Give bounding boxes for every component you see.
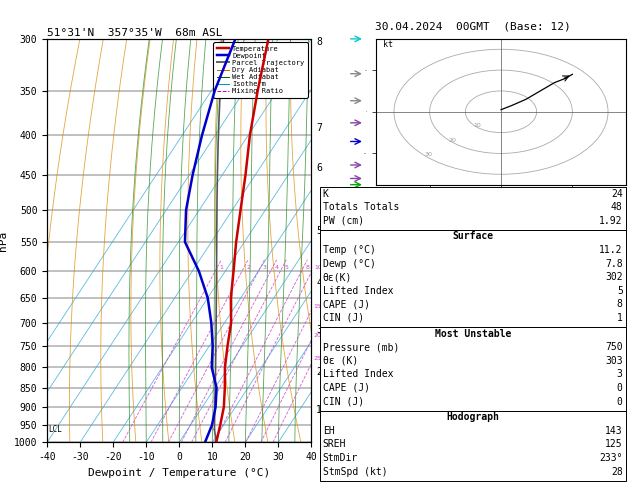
Text: Pressure (mb): Pressure (mb) bbox=[323, 342, 399, 352]
Text: 1: 1 bbox=[617, 313, 623, 323]
Text: 1.92: 1.92 bbox=[599, 216, 623, 226]
Text: 30: 30 bbox=[425, 152, 432, 157]
Text: StmSpd (kt): StmSpd (kt) bbox=[323, 467, 387, 477]
Text: 15: 15 bbox=[313, 304, 321, 309]
Text: 7.8: 7.8 bbox=[605, 259, 623, 269]
Text: LCL: LCL bbox=[48, 425, 62, 434]
Text: θε (K): θε (K) bbox=[323, 356, 358, 366]
Text: 750: 750 bbox=[605, 342, 623, 352]
Text: Surface: Surface bbox=[452, 231, 493, 242]
Text: 24: 24 bbox=[611, 189, 623, 199]
Text: 10: 10 bbox=[473, 123, 481, 128]
Text: 3: 3 bbox=[617, 369, 623, 380]
Text: kt: kt bbox=[383, 40, 393, 49]
Text: 48: 48 bbox=[611, 202, 623, 212]
Text: 2: 2 bbox=[246, 265, 250, 270]
Text: Totals Totals: Totals Totals bbox=[323, 202, 399, 212]
Text: 4: 4 bbox=[275, 265, 279, 270]
Text: 0: 0 bbox=[617, 397, 623, 407]
Text: θε(K): θε(K) bbox=[323, 272, 352, 282]
Text: © weatheronline.co.uk: © weatheronline.co.uk bbox=[420, 469, 525, 479]
Text: CAPE (J): CAPE (J) bbox=[323, 299, 370, 310]
Text: 125: 125 bbox=[605, 439, 623, 450]
Text: 11.2: 11.2 bbox=[599, 245, 623, 255]
Text: 303: 303 bbox=[605, 356, 623, 366]
Text: 0: 0 bbox=[617, 383, 623, 393]
Text: Dewp (°C): Dewp (°C) bbox=[323, 259, 376, 269]
Text: CIN (J): CIN (J) bbox=[323, 313, 364, 323]
Text: CAPE (J): CAPE (J) bbox=[323, 383, 370, 393]
Text: CIN (J): CIN (J) bbox=[323, 397, 364, 407]
Text: 3: 3 bbox=[262, 265, 267, 270]
Text: Temp (°C): Temp (°C) bbox=[323, 245, 376, 255]
Text: 302: 302 bbox=[605, 272, 623, 282]
X-axis label: Dewpoint / Temperature (°C): Dewpoint / Temperature (°C) bbox=[88, 468, 270, 478]
Text: 233°: 233° bbox=[599, 453, 623, 463]
Text: 51°31'N  357°35'W  68m ASL: 51°31'N 357°35'W 68m ASL bbox=[47, 28, 223, 38]
Text: EH: EH bbox=[323, 426, 335, 436]
Text: K: K bbox=[323, 189, 328, 199]
Text: 10: 10 bbox=[314, 265, 321, 270]
Y-axis label: hPa: hPa bbox=[0, 230, 8, 251]
Text: 143: 143 bbox=[605, 426, 623, 436]
Text: 25: 25 bbox=[313, 356, 321, 362]
Text: 5: 5 bbox=[617, 286, 623, 296]
Text: 8: 8 bbox=[617, 299, 623, 310]
Text: StmDir: StmDir bbox=[323, 453, 358, 463]
Text: PW (cm): PW (cm) bbox=[323, 216, 364, 226]
Text: 20: 20 bbox=[313, 333, 321, 338]
Text: 1: 1 bbox=[220, 265, 223, 270]
Text: 20: 20 bbox=[448, 138, 457, 142]
Text: Lifted Index: Lifted Index bbox=[323, 369, 393, 380]
Text: Most Unstable: Most Unstable bbox=[435, 329, 511, 339]
Text: SREH: SREH bbox=[323, 439, 346, 450]
Text: 8: 8 bbox=[306, 265, 309, 270]
Text: Hodograph: Hodograph bbox=[446, 412, 499, 422]
Legend: Temperature, Dewpoint, Parcel Trajectory, Dry Adiabat, Wet Adiabat, Isotherm, Mi: Temperature, Dewpoint, Parcel Trajectory… bbox=[213, 42, 308, 98]
Text: 28: 28 bbox=[611, 467, 623, 477]
Y-axis label: km
ASL: km ASL bbox=[333, 231, 350, 250]
Text: 30.04.2024  00GMT  (Base: 12): 30.04.2024 00GMT (Base: 12) bbox=[375, 22, 571, 32]
Text: Lifted Index: Lifted Index bbox=[323, 286, 393, 296]
Text: 5: 5 bbox=[284, 265, 288, 270]
